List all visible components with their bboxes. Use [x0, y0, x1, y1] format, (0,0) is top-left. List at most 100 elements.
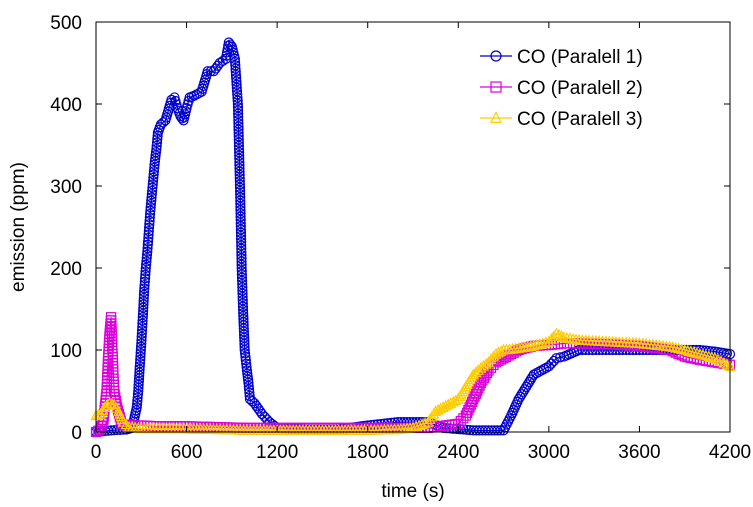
- data-point: [236, 253, 247, 264]
- data-point: [538, 364, 549, 375]
- data-point: [673, 342, 685, 354]
- data-point: [131, 399, 143, 410]
- data-point: [469, 391, 480, 402]
- data-point: [233, 127, 244, 139]
- data-point: [550, 327, 562, 339]
- data-point: [577, 344, 588, 356]
- data-point: [135, 341, 147, 352]
- data-point: [236, 266, 247, 277]
- y-tick-label: 400: [50, 95, 82, 116]
- data-point: [537, 337, 549, 348]
- data-point: [205, 66, 216, 77]
- data-point: [140, 262, 151, 274]
- data-point: [545, 332, 557, 344]
- series-line: [95, 317, 731, 433]
- data-point: [540, 336, 552, 348]
- data-point: [146, 189, 157, 200]
- data-point: [685, 345, 697, 357]
- data-point: [235, 198, 246, 209]
- data-point: [468, 394, 479, 405]
- data-point: [442, 398, 454, 410]
- data-point: [137, 321, 148, 333]
- data-point: [96, 421, 107, 432]
- data-point: [235, 234, 247, 245]
- data-point: [149, 162, 160, 174]
- data-point: [485, 353, 497, 365]
- data-point: [243, 384, 255, 395]
- data-point: [233, 111, 244, 122]
- data-point: [419, 417, 431, 428]
- data-point: [239, 344, 250, 356]
- data-point: [147, 175, 159, 187]
- data-point: [142, 239, 153, 250]
- data-point: [109, 389, 120, 400]
- data-point: [137, 315, 148, 326]
- series-layer: [90, 37, 736, 438]
- data-point: [148, 172, 159, 183]
- data-point: [233, 140, 245, 151]
- legend-item: CO (Paralell 3): [480, 109, 643, 130]
- data-point: [249, 398, 260, 409]
- data-point: [141, 259, 152, 270]
- data-point: [145, 198, 157, 210]
- y-tick-label: 200: [50, 259, 82, 280]
- data-point: [143, 232, 154, 244]
- data-point: [430, 405, 442, 417]
- data-point: [235, 221, 246, 232]
- data-point: [440, 399, 452, 411]
- data-point: [243, 380, 254, 392]
- x-tick-label: 3000: [528, 442, 570, 463]
- data-point: [694, 347, 706, 359]
- legend-label: CO (Paralell 2): [517, 78, 643, 99]
- data-point: [235, 205, 246, 216]
- data-point: [691, 346, 703, 358]
- data-point: [236, 259, 247, 270]
- data-point: [232, 98, 243, 110]
- data-point: [445, 397, 457, 408]
- data-point: [235, 192, 246, 203]
- data-point: [139, 279, 150, 291]
- x-tick-label: 3600: [618, 442, 660, 463]
- data-point: [145, 202, 156, 213]
- data-point: [234, 185, 246, 197]
- data-point: [136, 325, 148, 336]
- data-point: [546, 358, 557, 369]
- plot-area-frame: [95, 21, 731, 433]
- data-point: [140, 269, 151, 280]
- data-point: [234, 179, 246, 190]
- data-point: [148, 166, 160, 177]
- data-point: [191, 89, 202, 100]
- legend-label: CO (Paralell 1): [517, 47, 643, 68]
- data-point: [237, 275, 248, 286]
- data-point: [233, 121, 244, 132]
- data-point: [236, 269, 247, 280]
- data-point: [470, 388, 481, 399]
- data-point: [233, 134, 244, 145]
- data-point: [237, 291, 248, 303]
- data-point: [232, 92, 243, 103]
- data-point: [518, 386, 529, 397]
- data-point: [134, 358, 146, 369]
- data-point: [676, 343, 688, 354]
- data-point: [138, 289, 150, 300]
- legend-item: CO (Paralell 2): [480, 78, 643, 99]
- data-point: [688, 346, 700, 358]
- data-point: [146, 192, 157, 203]
- data-point: [235, 224, 246, 235]
- data-point: [139, 286, 150, 297]
- data-point: [472, 385, 483, 397]
- data-point: [234, 156, 245, 168]
- data-point: [234, 150, 245, 161]
- data-point: [144, 208, 156, 220]
- data-point: [548, 355, 559, 367]
- data-point: [234, 172, 245, 184]
- x-tick-label: 1800: [347, 442, 389, 463]
- data-point: [150, 147, 162, 158]
- data-point: [555, 352, 566, 363]
- data-point: [230, 60, 241, 71]
- data-point: [234, 169, 245, 180]
- data-point: [515, 391, 526, 402]
- axis-layer: 0 600 1200 1800 2400 3000 3600 4200 0 100 200 300 40…: [50, 13, 751, 463]
- data-point: [234, 166, 245, 177]
- data-point: [234, 160, 245, 171]
